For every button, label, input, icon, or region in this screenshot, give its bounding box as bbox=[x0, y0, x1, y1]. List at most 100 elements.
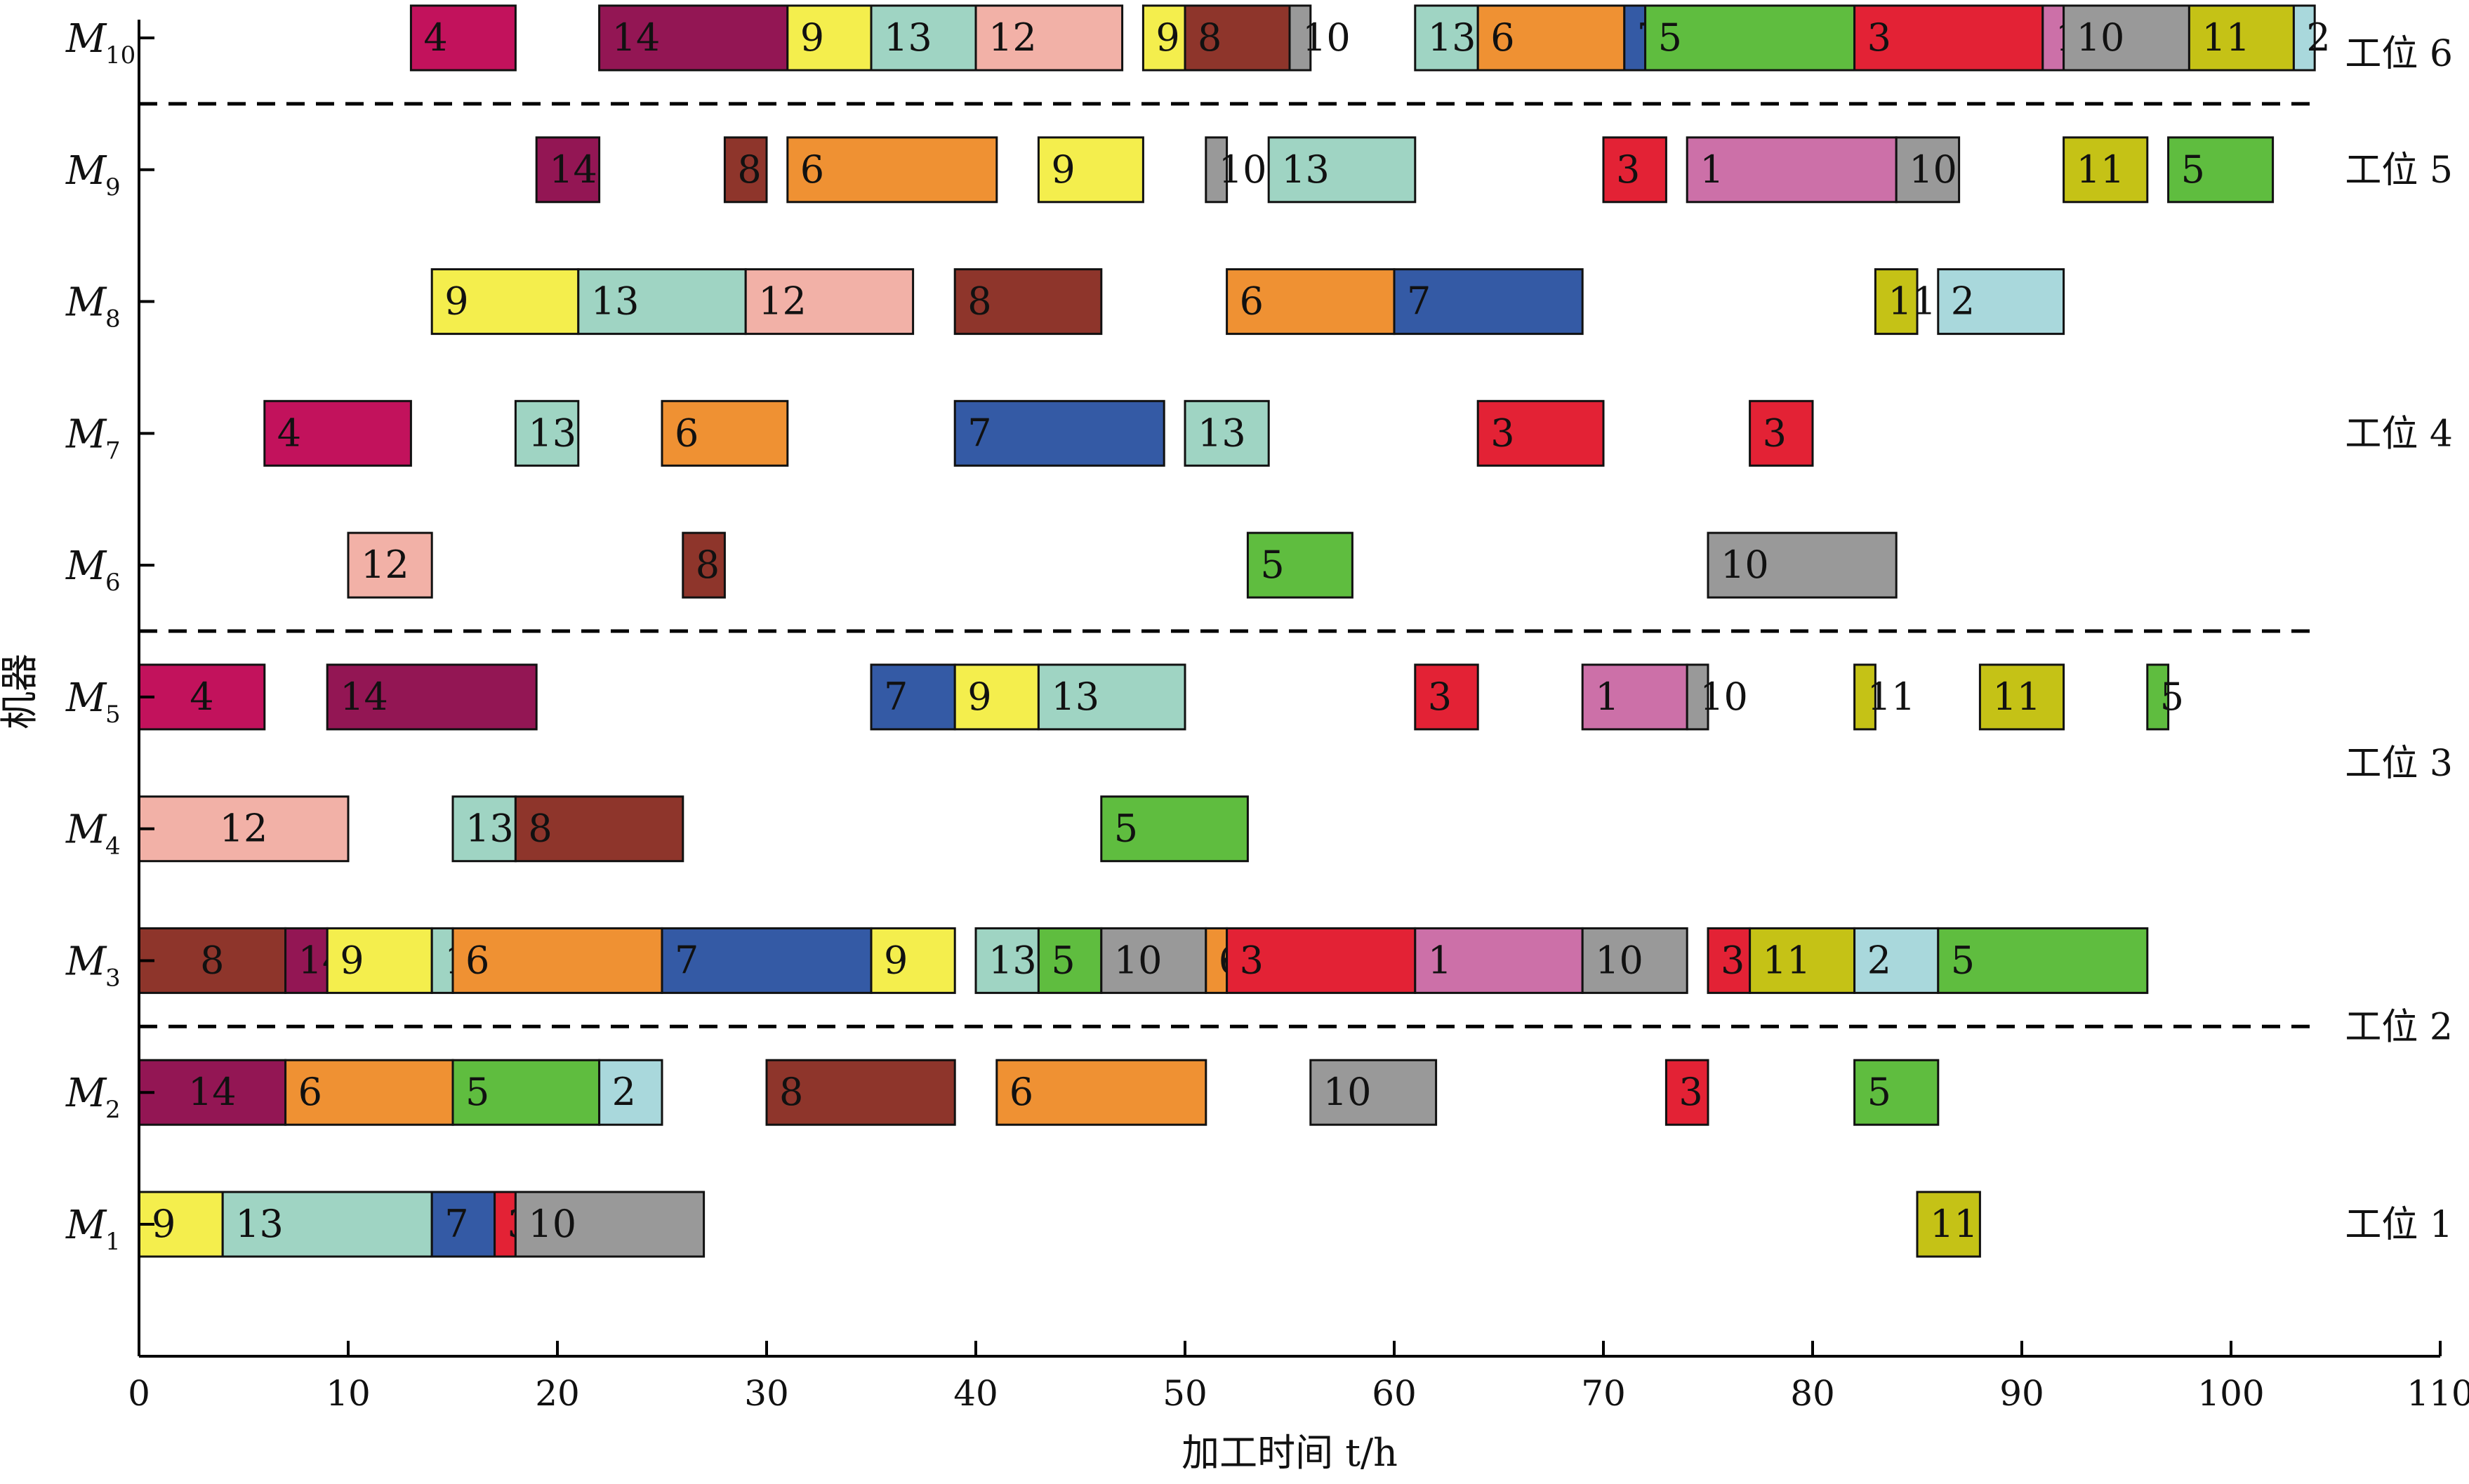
task-bar-m10-job-12 bbox=[974, 4, 1124, 72]
task-label-m3-job-13: 13 bbox=[988, 938, 1037, 982]
task-label-m5-job-9: 9 bbox=[967, 675, 991, 719]
x-tick-label-50: 50 bbox=[1163, 1373, 1207, 1414]
task-bar-m3-job-1 bbox=[1414, 927, 1584, 994]
task-bar-m8-job-7 bbox=[1393, 268, 1584, 336]
machine-sub-m4: 4 bbox=[105, 833, 121, 861]
task-label-m9-job-13: 13 bbox=[1281, 147, 1330, 192]
task-label-m10-job-10: 10 bbox=[2077, 15, 2125, 60]
task-bar-m6-job-5 bbox=[1246, 531, 1353, 599]
task-bar-m1-job-10 bbox=[514, 1191, 706, 1258]
task-bar-m3-job-3 bbox=[1226, 927, 1417, 994]
task-label-m5-job-10: 10 bbox=[1700, 675, 1748, 719]
task-bar-m3-job-5 bbox=[1937, 927, 2149, 994]
task-label-m5-job-1: 1 bbox=[1595, 675, 1619, 719]
task-label-m6-job-12: 12 bbox=[361, 543, 409, 587]
task-label-m6-job-8: 8 bbox=[696, 543, 720, 587]
task-bar-m10-job-10 bbox=[1288, 4, 1312, 72]
task-bar-m10-job-6 bbox=[1476, 4, 1626, 72]
machine-sub-m6: 6 bbox=[105, 569, 121, 597]
task-bar-m4-job-5 bbox=[1100, 795, 1249, 863]
task-label-m8-job-2: 2 bbox=[1951, 279, 1975, 324]
task-label-m3-job-8: 8 bbox=[200, 938, 224, 982]
machine-sub-m5: 5 bbox=[105, 701, 121, 729]
task-label-m7-job-6: 6 bbox=[675, 411, 699, 455]
task-bar-m10-job-10 bbox=[2063, 4, 2190, 72]
task-bar-m7-job-7 bbox=[953, 399, 1165, 467]
machine-label-m4: M bbox=[65, 807, 107, 853]
task-bar-m5-job-10 bbox=[1686, 663, 1709, 731]
task-label-m4-job-5: 5 bbox=[1114, 807, 1138, 851]
task-label-m9-job-5: 5 bbox=[2181, 147, 2205, 192]
task-label-m2-job-6: 6 bbox=[298, 1070, 322, 1114]
task-bar-m8-job-6 bbox=[1226, 268, 1396, 336]
task-bar-m2-job-8 bbox=[765, 1059, 956, 1126]
task-label-m1-job-11: 11 bbox=[1930, 1202, 1978, 1246]
task-bar-m7-job-13 bbox=[1184, 399, 1270, 467]
task-bar-m5-job-5 bbox=[2146, 663, 2170, 731]
task-label-m3-job-3: 3 bbox=[1721, 938, 1745, 982]
task-bar-m2-job-10 bbox=[1309, 1059, 1438, 1126]
task-bar-m2-job-5 bbox=[1853, 1059, 1940, 1126]
machine-label-m10: M bbox=[65, 16, 107, 62]
machine-label-m7: M bbox=[65, 411, 107, 457]
task-label-m10-job-12: 12 bbox=[988, 15, 1037, 60]
task-label-m10-job-9: 9 bbox=[800, 15, 824, 60]
task-bar-m9-job-14 bbox=[535, 136, 601, 204]
task-label-m10-job-8: 8 bbox=[1198, 15, 1222, 60]
machine-label-m2: M bbox=[65, 1071, 107, 1116]
task-label-m5-job-5: 5 bbox=[2160, 675, 2184, 719]
task-label-m5-job-11: 11 bbox=[1992, 675, 2041, 719]
task-bar-m7-job-13 bbox=[514, 399, 580, 467]
task-label-m7-job-3: 3 bbox=[1490, 411, 1514, 455]
x-tick-label-90: 90 bbox=[1999, 1373, 2044, 1414]
x-tick-label-110: 110 bbox=[2407, 1373, 2469, 1414]
task-bar-m8-job-13 bbox=[577, 268, 747, 336]
task-bar-m4-job-12 bbox=[138, 795, 350, 863]
task-bar-m5-job-14 bbox=[326, 663, 538, 731]
task-bar-m10-job-13 bbox=[870, 4, 977, 72]
station-label-4: 工位 4 bbox=[2345, 413, 2453, 455]
task-label-m8-job-11: 11 bbox=[1888, 279, 1936, 324]
station-label-6: 工位 6 bbox=[2345, 33, 2453, 75]
machine-label-m1: M bbox=[65, 1203, 107, 1248]
task-bar-m9-job-11 bbox=[2063, 136, 2149, 204]
task-bar-m8-job-2 bbox=[1937, 268, 2065, 336]
task-bar-m3-job-6 bbox=[1205, 927, 1229, 994]
task-bar-m5-job-4 bbox=[138, 663, 266, 731]
task-label-m9-job-1: 1 bbox=[1700, 147, 1723, 192]
task-label-m3-job-10: 10 bbox=[1595, 938, 1643, 982]
task-label-m3-job-9: 9 bbox=[884, 938, 908, 982]
task-label-m10-job-10: 10 bbox=[1302, 15, 1351, 60]
x-ticks: 0 10 20 30 40 50 60 70 80 90 100 110 bbox=[128, 1341, 2469, 1414]
task-label-m10-job-5: 5 bbox=[1658, 15, 1682, 60]
x-tick-label-40: 40 bbox=[953, 1373, 998, 1414]
x-axis-title: 加工时间 t/h bbox=[1181, 1431, 1398, 1475]
task-label-m1-job-13: 13 bbox=[235, 1202, 284, 1246]
machine-label-m5: M bbox=[65, 675, 107, 721]
task-bar-m2-job-6 bbox=[284, 1059, 454, 1126]
task-label-m5-job-14: 14 bbox=[340, 675, 388, 719]
task-bar-m2-job-5 bbox=[451, 1059, 601, 1126]
task-bar-m5-job-11 bbox=[1978, 663, 2065, 731]
task-label-m3-job-11: 11 bbox=[1763, 938, 1811, 982]
task-bar-m3-job-6 bbox=[451, 927, 663, 994]
task-bar-m5-job-11 bbox=[1853, 663, 1876, 731]
task-bar-m3-job-10 bbox=[1581, 927, 1688, 994]
task-label-m4-job-13: 13 bbox=[465, 807, 514, 851]
task-bar-m9-job-3 bbox=[1602, 136, 1667, 204]
task-label-m3-job-5: 5 bbox=[1051, 938, 1075, 982]
task-bar-m10-job-11 bbox=[2187, 4, 2295, 72]
task-bar-m9-job-10 bbox=[1895, 136, 1961, 204]
task-label-m10-job-14: 14 bbox=[612, 15, 661, 60]
task-bar-m2-job-3 bbox=[1664, 1059, 1709, 1126]
task-label-m3-job-6: 6 bbox=[465, 938, 489, 982]
x-tick-label-100: 100 bbox=[2197, 1373, 2264, 1414]
station-label-2: 工位 2 bbox=[2345, 1006, 2453, 1048]
task-label-m8-job-12: 12 bbox=[758, 279, 807, 324]
task-bar-m3-job-14 bbox=[284, 927, 329, 994]
task-label-m2-job-6: 6 bbox=[1010, 1070, 1033, 1114]
task-label-m8-job-6: 6 bbox=[1240, 279, 1264, 324]
bars-layer: 9137310111465286103581491367913510631103… bbox=[138, 4, 2331, 1258]
